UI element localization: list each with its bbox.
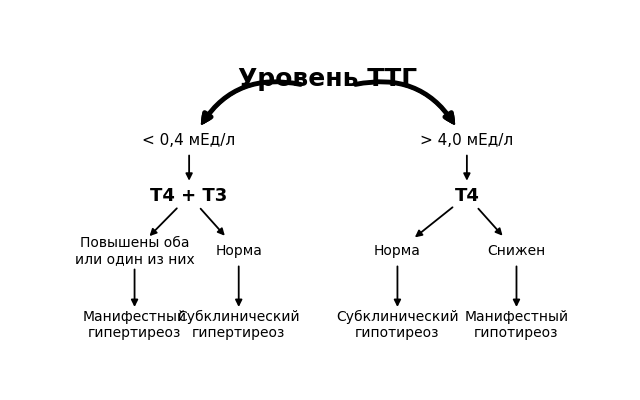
Text: Снижен: Снижен [487,244,546,258]
Text: < 0,4 мЕд/л: < 0,4 мЕд/л [143,133,236,148]
FancyArrowPatch shape [355,82,452,121]
Text: Норма: Норма [215,244,262,258]
Text: Субклинический
гипотиреоз: Субклинический гипотиреоз [336,310,459,340]
Text: Уровень ТТГ: Уровень ТТГ [239,67,417,91]
Text: Субклинический
гипертиреоз: Субклинический гипертиреоз [177,310,300,340]
Text: Манифестный
гипертиреоз: Манифестный гипертиреоз [83,310,187,340]
FancyArrowPatch shape [204,82,301,121]
Text: Норма: Норма [374,244,421,258]
Text: Манифестный
гипотиреоз: Манифестный гипотиреоз [465,310,568,340]
Text: Повышены оба
или один из них: Повышены оба или один из них [75,236,195,266]
FancyArrowPatch shape [203,82,301,122]
FancyArrowPatch shape [202,82,301,124]
FancyArrowPatch shape [355,82,454,124]
Text: Т4: Т4 [454,187,479,205]
FancyArrowPatch shape [355,82,453,122]
Text: > 4,0 мЕд/л: > 4,0 мЕд/л [420,133,513,148]
Text: Т4 + Т3: Т4 + Т3 [150,187,228,205]
